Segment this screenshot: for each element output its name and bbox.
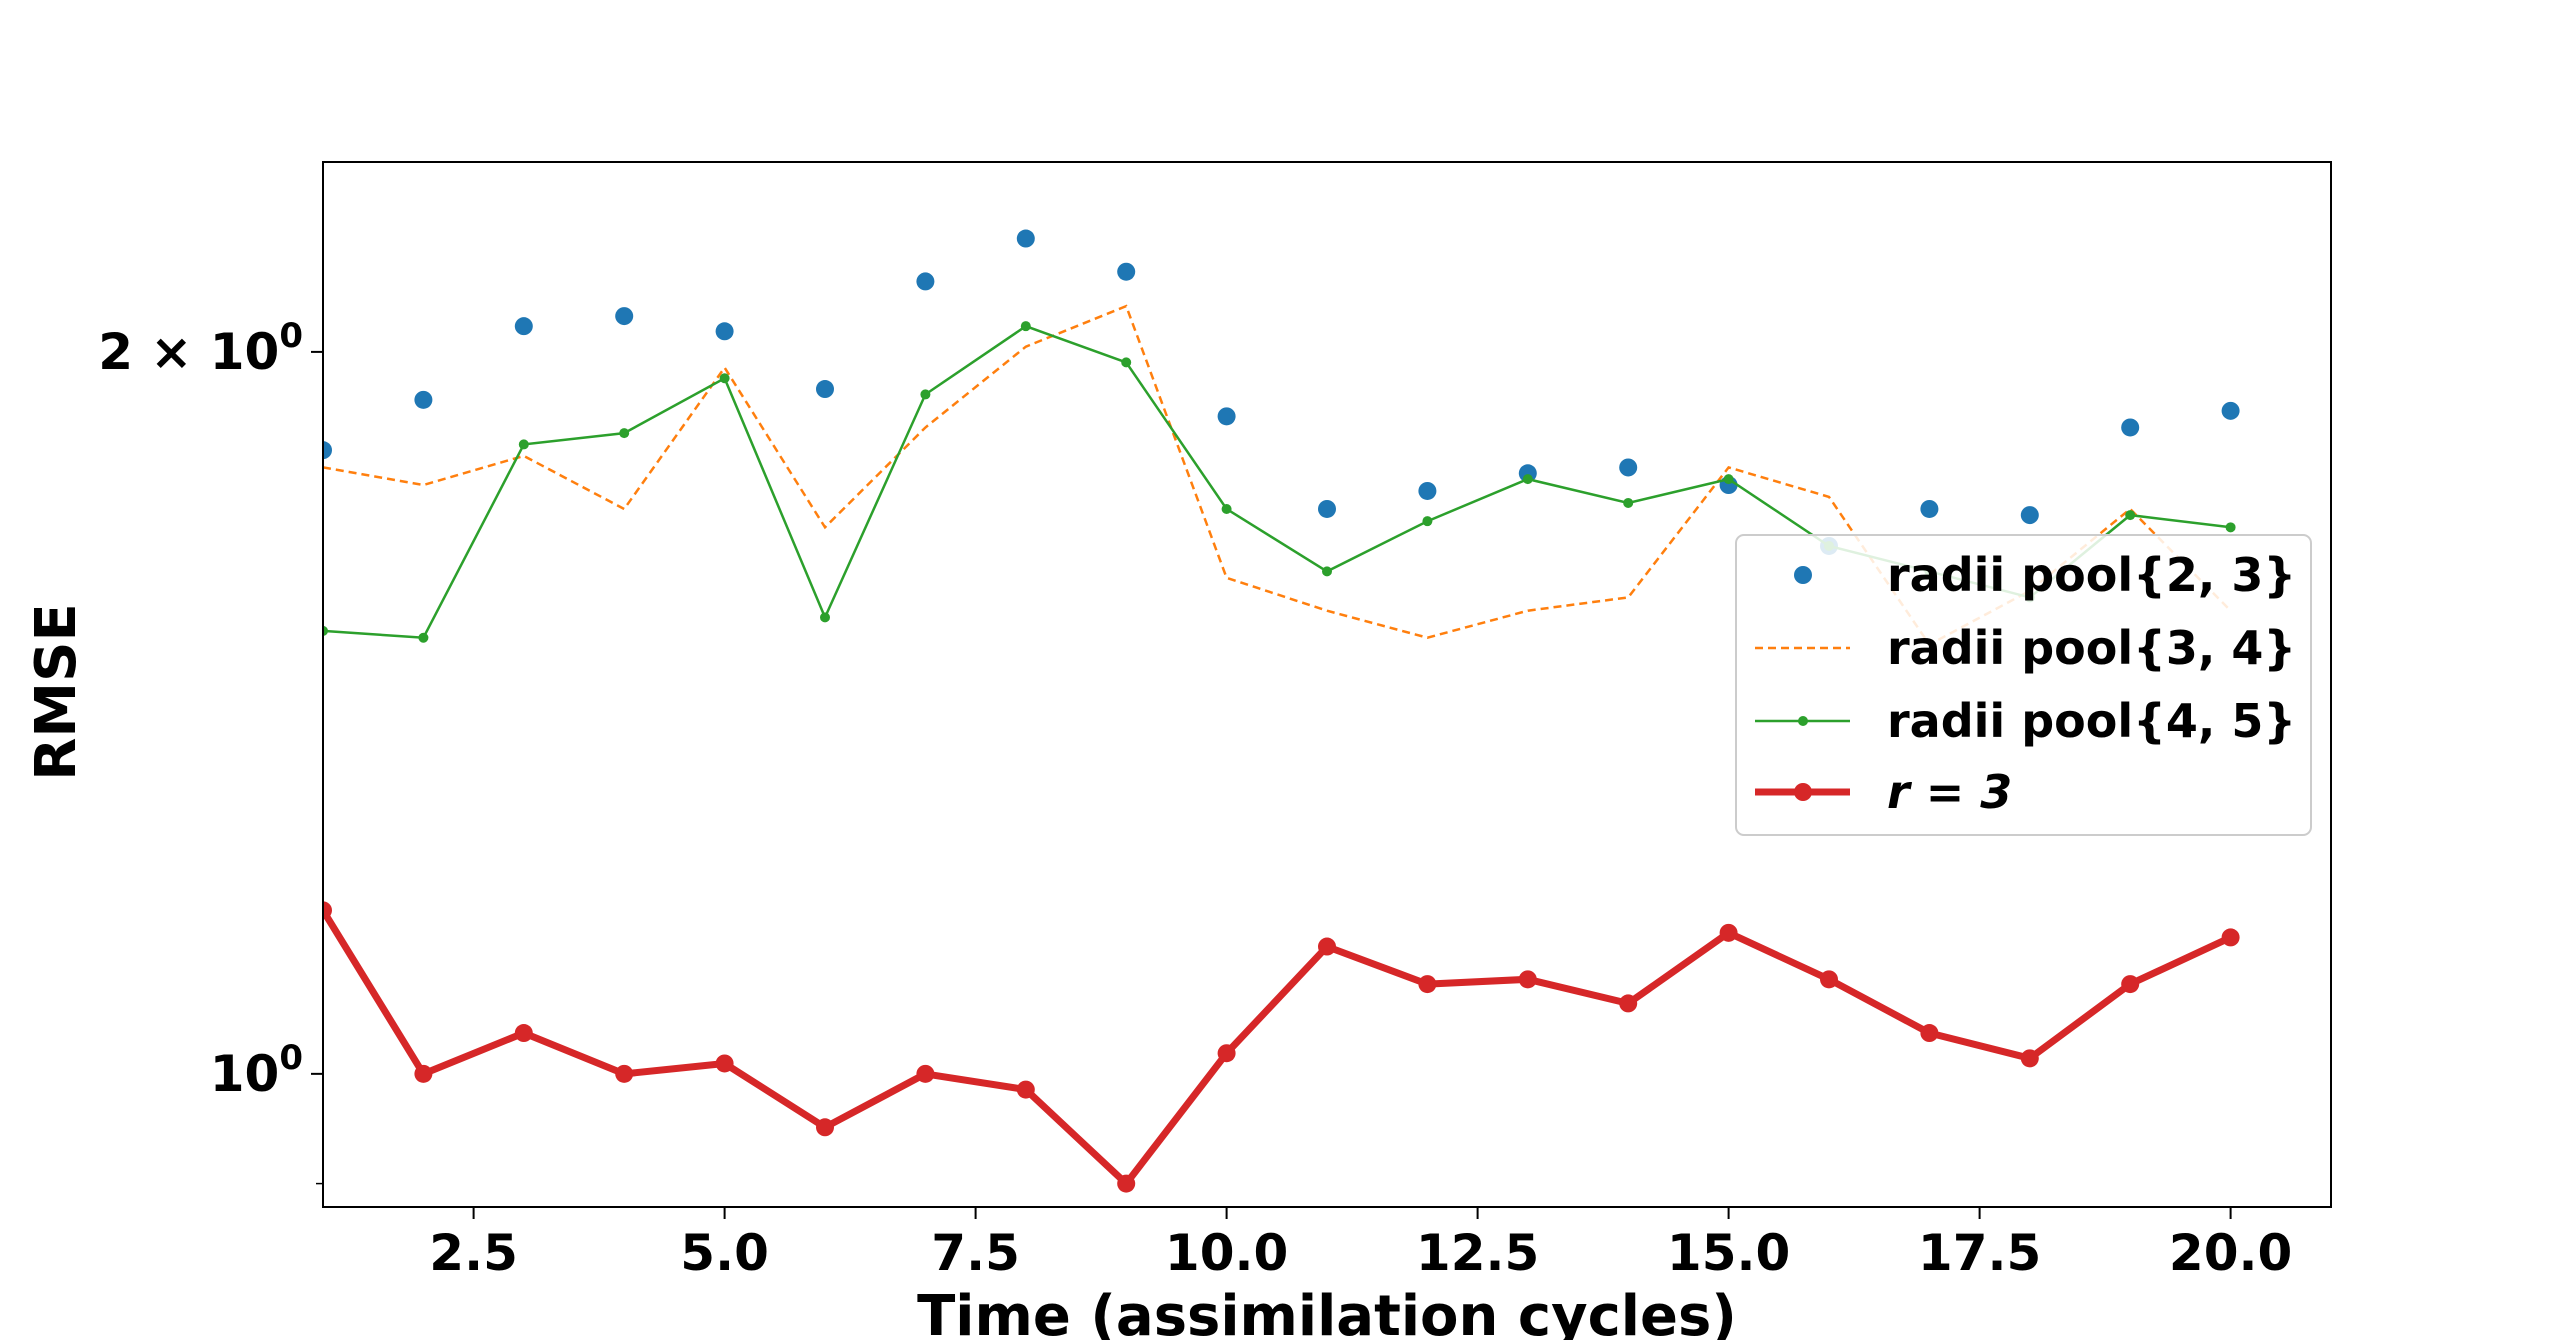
series-2-point [2125,510,2136,521]
series-3-line [323,908,2233,1188]
series-0-point [1619,458,1638,477]
legend-label-r-3: r = 3 [1887,765,2012,819]
series-3-point [1217,1044,1236,1063]
series-3-point [1016,1080,1035,1099]
series-0-point [816,380,834,399]
series-3-point [615,1064,634,1083]
series-3-point [1418,975,1437,994]
series-0-point [2020,506,2039,525]
series-2-point [820,612,830,623]
series-0-point [1318,499,1336,518]
series-2-point [1020,321,1031,332]
series-0-point [514,317,533,336]
series-3-point [1719,923,1738,942]
legend: radii pool{2, 3} radii pool{3, 4} radii … [1735,534,2312,836]
series-2-point [1121,357,1132,368]
series-0-point [1016,229,1035,248]
series-0-point [1217,407,1236,426]
x-axis: 2.5 5.0 7.5 10.0 12.5 15.0 17.5 20.0 [429,1207,2292,1282]
series-2-point [1522,474,1533,485]
series-2-point [418,632,429,643]
series-0-point [615,307,634,326]
series-0-point [414,390,433,409]
x-tick-label: 12.5 [1416,1224,1539,1282]
series-3-point [1619,994,1638,1013]
series-3-point [414,1064,433,1083]
series-3-point [514,1024,533,1043]
x-tick-label: 10.0 [1165,1224,1288,1282]
series-2-point [920,389,931,400]
x-tick-label: 7.5 [931,1224,1020,1282]
series-3-point [2020,1049,2039,1068]
series-2-point [2225,522,2236,533]
legend-frame [1735,534,2312,836]
x-tick-label: 15.0 [1667,1224,1790,1282]
series-3-point [1820,970,1838,989]
series-3-point [1117,1174,1136,1193]
y-tick-label: 100 [210,1038,303,1103]
plot-area-frame [322,161,2332,1208]
series-0-point [1117,262,1136,281]
series-3-point [1920,1024,1939,1043]
x-tick-label: 17.5 [1918,1224,2041,1282]
series-3-point [2121,975,2140,994]
x-tick-label: 2.5 [429,1224,518,1282]
series-3-point [1518,970,1537,989]
legend-label-radii-pool-3-4: radii pool{3, 4} [1887,621,2296,675]
series-2-point [1322,566,1332,577]
series-3-point [1318,937,1336,956]
series-0-point [916,272,935,291]
series-0-point [2121,418,2140,437]
series-2-point [1221,503,1232,514]
series-3-point [2221,928,2240,947]
series-2-point [1623,497,1634,508]
series-3-point [715,1054,734,1073]
y-axis: 2 × 100 100 [98,316,323,1185]
series-3-point [916,1064,935,1083]
x-tick-label: 5.0 [680,1224,769,1282]
series-0-point [1920,499,1939,518]
legend-label-radii-pool-2-3: radii pool{2, 3} [1887,548,2296,602]
series-2-point [518,439,529,450]
series-3-point [816,1118,834,1137]
series-2-point [619,428,630,439]
series-layer [323,229,2240,1193]
series-0-point [2221,401,2240,420]
legend-marker-radii-pool-2-3 [1794,566,1812,584]
legend-marker-radii-pool-4-5 [1798,716,1808,726]
x-axis-label: Time (assimilation cycles) [917,1284,1737,1340]
legend-label-radii-pool-4-5: radii pool{4, 5} [1887,694,2296,748]
x-tick-label: 20.0 [2169,1224,2292,1282]
series-2-point [1422,516,1433,527]
series-2-point [323,625,328,636]
legend-marker-r-3 [1794,783,1812,801]
y-tick-label: 2 × 100 [98,316,303,381]
series-0-point [1418,481,1437,500]
y-axis-label: RMSE [24,603,89,780]
series-0-point [323,441,332,460]
series-3-point [323,901,332,920]
series-2-point [1723,474,1734,485]
series-0-point [715,322,734,341]
series-2-point [719,373,730,384]
